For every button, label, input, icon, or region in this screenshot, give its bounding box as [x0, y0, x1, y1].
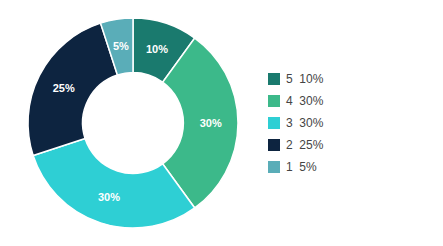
html-text:1 5%: 1 5% — [286, 160, 317, 174]
svg-text:10%: 10% — [146, 43, 168, 55]
svg-text:5%: 5% — [113, 40, 129, 52]
svg-text:30%: 30% — [98, 191, 120, 203]
html-text:3 30%: 3 30% — [286, 116, 324, 130]
svg-text:30%: 30% — [200, 117, 222, 129]
svg-text:25%: 25% — [53, 82, 75, 94]
html-text:2 25%: 2 25% — [286, 138, 324, 152]
html-text:4 30%: 4 30% — [286, 94, 324, 108]
html-text:5 10%: 5 10% — [286, 72, 324, 86]
